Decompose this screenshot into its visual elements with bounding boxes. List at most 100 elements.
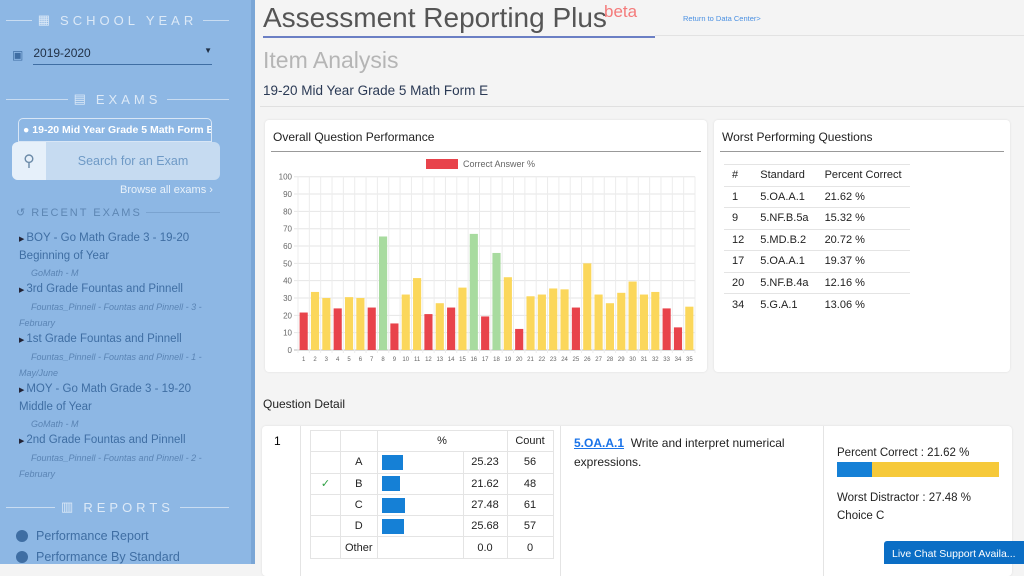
bar-q30[interactable] (628, 281, 637, 350)
bar-q14[interactable] (447, 307, 456, 350)
recent-exam-item[interactable]: ▶ BOY - Go Math Grade 3 - 19-20 Beginnin… (19, 232, 190, 278)
choice-percent: 27.48 (462, 493, 508, 517)
bar-q4[interactable] (333, 308, 342, 350)
bar-q10[interactable] (401, 294, 410, 350)
recent-exam-item[interactable]: ▶ 2nd Grade Fountas and Pinnell Fountas_P… (19, 434, 202, 479)
choice-row: D 25.68 57 (310, 515, 554, 538)
worst-distractor-choice: Choice C (837, 510, 885, 522)
bar-q21[interactable] (526, 296, 535, 350)
bar-q23[interactable] (549, 288, 558, 350)
bar-q16[interactable] (469, 233, 478, 350)
card-title: Worst Performing Questions (722, 130, 873, 144)
legend-label: Correct Answer % (463, 159, 535, 169)
table-cell: 5.NF.B.4a (752, 271, 817, 294)
report-link-by-standard[interactable]: Performance By Standard (16, 550, 180, 564)
x-tick-label: 9 (393, 357, 397, 363)
bar-q31[interactable] (639, 294, 649, 350)
question-detail-card: 1 % Count A 25.23 56 ✓ B 21.62 48 C 27.48 61 D 25.68… (262, 426, 1012, 576)
x-tick-label: 21 (527, 357, 534, 363)
divider (560, 426, 561, 576)
exam-search[interactable]: ⚲ Search for an Exam (12, 142, 220, 180)
triangle-icon: ▶ (19, 287, 27, 294)
table-cell: 9 (724, 207, 753, 229)
worst-distractor: Worst Distractor : 27.48 % (837, 492, 971, 504)
sidebar: ▦ SCHOOL YEAR ▣ 2019-2020 ▼ ▤ EXAMS ● 19-20… (0, 0, 255, 564)
bar-q32[interactable] (651, 291, 660, 350)
bar-q9[interactable] (390, 323, 399, 350)
bar-q15[interactable] (458, 287, 467, 350)
x-tick-label: 24 (561, 357, 568, 363)
bar-q33[interactable] (662, 308, 671, 350)
x-tick-label: 6 (359, 357, 363, 363)
triangle-icon: ▶ (19, 387, 27, 394)
recent-exams-heading: ↺ RECENT EXAMS (16, 206, 220, 220)
y-tick-label: 80 (283, 207, 292, 216)
bar-q13[interactable] (435, 303, 444, 350)
selected-exam[interactable]: ● 19-20 Mid Year Grade 5 Math Form E (18, 118, 212, 142)
bar-q19[interactable] (503, 277, 512, 350)
bar-q7[interactable] (367, 307, 376, 350)
divider (823, 426, 824, 576)
percent-correct-fill (837, 462, 873, 477)
correct-check-icon (310, 536, 341, 559)
history-icon: ↺ (16, 207, 28, 219)
x-tick-label: 33 (663, 357, 670, 363)
table-cell: 5.NF.B.5a (752, 207, 817, 229)
bar-q18[interactable] (492, 252, 501, 350)
table-cell: 20.72 % (816, 228, 910, 251)
bar-q26[interactable] (583, 263, 592, 350)
x-tick-label: 30 (629, 357, 636, 363)
x-tick-label: 5 (347, 357, 351, 363)
x-tick-label: 22 (539, 357, 546, 363)
bar-q8[interactable] (379, 236, 388, 350)
x-tick-label: 4 (336, 357, 340, 363)
x-tick-label: 20 (516, 357, 523, 363)
divider (655, 35, 1024, 36)
choice-bar (381, 454, 403, 470)
return-to-data-center-link[interactable]: Return to Data Center> (683, 14, 761, 23)
beta-badge: beta (604, 2, 638, 21)
table-cell: 21.62 % (816, 185, 910, 208)
recent-exam-item[interactable]: ▶ MOY - Go Math Grade 3 - 19-20 Middle o… (19, 383, 192, 429)
bar-q5[interactable] (344, 297, 354, 350)
bar-q29[interactable] (617, 292, 626, 350)
bar-q2[interactable] (310, 291, 320, 350)
x-tick-label: 17 (482, 357, 489, 363)
bar-q3[interactable] (322, 298, 331, 350)
table-row: 12 5.MD.B.2 20.72 % (724, 228, 910, 251)
table-cell: 34 (724, 293, 753, 315)
dropdown-caret-icon: ▼ (204, 46, 212, 55)
school-year-select[interactable]: ▣ 2019-2020 ▼ (12, 44, 212, 65)
recent-exam-item[interactable]: ▶ 3rd Grade Fountas and Pinnell Fountas_P… (19, 283, 202, 328)
divider (260, 106, 1024, 107)
search-input[interactable]: Search for an Exam (77, 154, 189, 168)
x-tick-label: 3 (325, 357, 329, 363)
standard-link[interactable]: 5.OA.A.1 (574, 436, 625, 450)
x-tick-label: 32 (652, 357, 659, 363)
choice-bar (381, 497, 405, 513)
y-tick-label: 30 (283, 294, 292, 303)
y-tick-label: 100 (279, 173, 293, 182)
bar-q35[interactable] (685, 306, 694, 350)
x-tick-label: 10 (402, 357, 409, 363)
bar-q34[interactable] (673, 327, 683, 350)
bar-q28[interactable] (605, 303, 614, 350)
bar-q11[interactable] (413, 278, 422, 350)
browse-all-exams-link[interactable]: Browse all exams › (120, 184, 213, 196)
recent-exam-item[interactable]: ▶ 1st Grade Fountas and Pinnell Fountas_P… (19, 333, 202, 378)
bar-q27[interactable] (594, 294, 603, 350)
bar-q12[interactable] (424, 314, 433, 350)
bar-q24[interactable] (560, 289, 569, 350)
bar-q25[interactable] (571, 307, 580, 350)
x-tick-label: 23 (550, 357, 557, 363)
x-tick-label: 16 (470, 357, 477, 363)
choice-row: Other 0.0 0 (310, 536, 554, 559)
report-link-performance[interactable]: Performance Report (16, 529, 149, 543)
bar-q20[interactable] (515, 328, 524, 350)
bar-q1[interactable] (299, 312, 308, 350)
bar-q17[interactable] (481, 316, 490, 350)
live-chat-button[interactable]: Live Chat Support Availa... (884, 541, 1024, 564)
bar-q6[interactable] (356, 298, 365, 350)
bar-q22[interactable] (537, 294, 546, 350)
